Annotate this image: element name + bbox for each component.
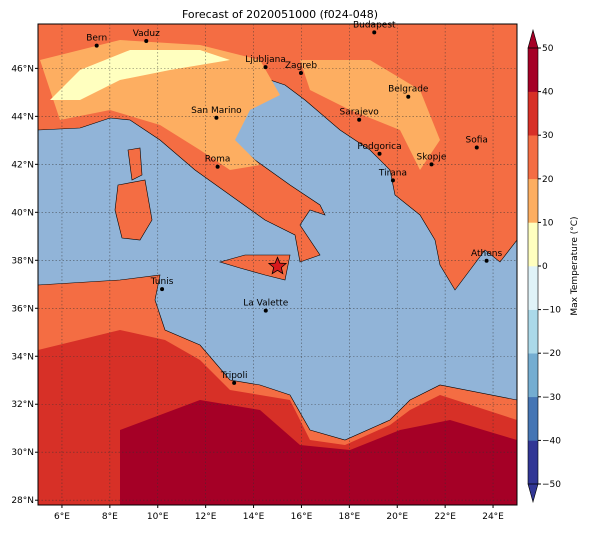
city-dot [406,94,411,99]
city-label: Sofia [466,136,488,146]
land-alps [50,50,230,100]
city-label: Belgrade [388,85,429,95]
land-sardinia [114,179,153,241]
colorbar-bin [528,222,538,267]
colorbar-tick-label: 20 [542,175,554,185]
colorbar-extend-top [527,28,539,49]
city-dot [390,178,395,183]
colorbar-bin [528,266,538,310]
city-label: Vaduz [133,29,160,39]
city-label: Zagreb [285,61,317,71]
y-tick-label: 28°N [11,496,34,506]
city-label: Podgorica [357,142,401,152]
y-tick-label: 38°N [11,256,34,266]
colorbar-tick-label: 0 [542,262,548,272]
colorbar-tick-label: −50 [542,480,561,490]
city-dot [160,287,165,292]
city-label: Tirana [378,168,407,178]
colorbar-tick-label: −30 [542,393,561,403]
colorbar-bin [528,48,538,92]
x-tick-label: 6°E [54,512,70,522]
colorbar-tick-label: −40 [542,436,561,446]
city-dot [263,65,268,70]
city-dot [263,308,268,313]
y-tick-label: 42°N [11,160,34,170]
city-dot [429,162,434,167]
city-dot [377,151,382,156]
x-tick-label: 20°E [386,512,408,522]
colorbar-bin [528,135,538,180]
x-tick-label: 16°E [291,512,313,522]
x-tick-label: 8°E [102,512,118,522]
colorbar-extend-bottom [527,483,539,504]
city-dot [144,39,149,44]
y-tick-label: 44°N [11,112,34,122]
colorbar-tick-label: 10 [542,218,554,228]
city-dot [298,70,303,75]
land-warm-balkans [300,60,440,170]
map-frame [37,23,518,506]
city-label: La Valette [243,299,288,309]
y-tick-label: 36°N [11,304,34,314]
x-tick-label: 10°E [147,512,169,522]
city-label: Budapest [353,20,396,30]
y-tick-label: 34°N [11,352,34,362]
colorbar-tick-label: 40 [542,88,554,98]
colorbar-bin [528,178,538,223]
city-dot [215,164,220,169]
y-tick-label: 30°N [11,448,34,458]
city-dot [372,30,377,35]
title: Forecast of 2020051000 (f024-048) [182,8,378,21]
x-tick-label: 12°E [195,512,217,522]
location-star [267,256,288,275]
colorbar-bin [528,91,538,136]
city-label: Skopje [417,152,447,162]
colorbar-bin [528,309,538,354]
city-label: San Marino [191,106,242,116]
colorbar-label: Max Temperature (°C) [570,216,580,315]
city-label: Tunis [150,277,174,287]
city-label: Sarajevo [340,108,380,118]
y-tick-label: 40°N [11,208,34,218]
x-tick-label: 18°E [339,512,361,522]
land-corsica [127,147,143,181]
colorbar-tick-label: 30 [542,131,554,141]
city-label: Ljubljana [245,55,286,65]
city-dot [484,258,489,263]
city-dot [94,43,99,48]
city-label: Athens [471,249,502,259]
city-label: Roma [205,155,231,165]
city-dot [232,380,237,385]
colorbar-tick-label: −20 [542,349,561,359]
x-tick-label: 24°E [482,512,504,522]
y-tick-label: 32°N [11,400,34,410]
x-tick-label: 14°E [243,512,265,522]
city-dot [214,115,219,120]
city-label: Tripoli [220,371,248,381]
colorbar-bin [528,440,538,485]
colorbar-tick-label: −10 [542,306,561,316]
city-dot [474,145,479,150]
city-label: Bern [86,34,107,44]
city-dot [357,117,362,122]
y-tick-label: 46°N [11,64,34,74]
colorbar-tick-label: 50 [542,44,554,54]
colorbar-bin [528,396,538,441]
x-tick-label: 22°E [434,512,456,522]
colorbar-bin [528,353,538,398]
